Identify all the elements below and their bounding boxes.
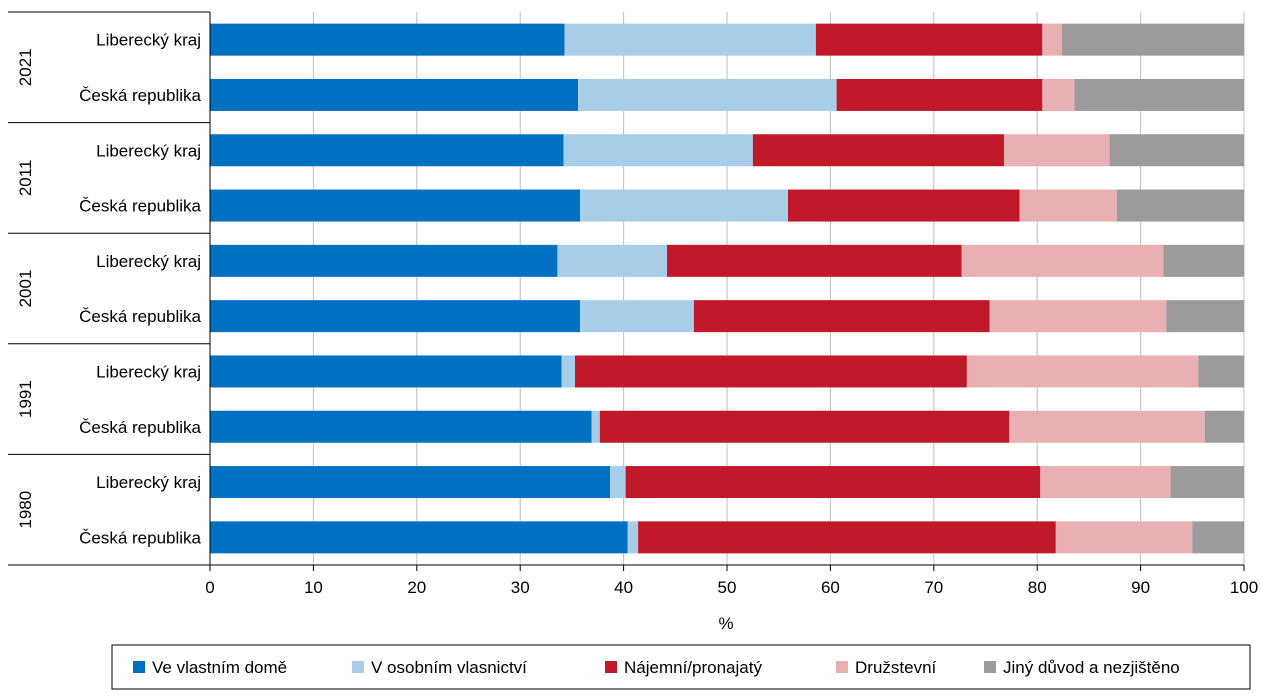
bar-segment — [625, 466, 1041, 499]
x-tick-label: 0 — [205, 578, 214, 597]
bar-segment — [210, 189, 581, 222]
group-label: 2001 — [16, 270, 35, 308]
bar-segment — [638, 521, 1056, 554]
x-tick-label: 50 — [718, 578, 737, 597]
bar-segment — [599, 410, 1010, 443]
bar-segment — [1192, 521, 1244, 554]
bar-segment — [836, 78, 1043, 111]
row-label: Česká republika — [79, 418, 201, 437]
bar-segment — [564, 23, 816, 56]
x-tick-label: 100 — [1230, 578, 1258, 597]
legend-label: V osobním vlasnictví — [371, 658, 527, 677]
bar-segment — [563, 134, 753, 167]
bar-segment — [1116, 189, 1244, 222]
legend-swatch — [352, 661, 364, 673]
bar-segment — [210, 78, 579, 111]
bar-segment — [1163, 244, 1244, 277]
bar-segment — [989, 300, 1167, 333]
bar-segment — [210, 134, 564, 167]
bar-segment — [1040, 466, 1171, 499]
bar-segment — [752, 134, 1005, 167]
legend-swatch — [605, 661, 617, 673]
bar-segment — [627, 521, 639, 554]
row-label: Česká republika — [79, 197, 201, 216]
bar-segment — [210, 466, 611, 499]
legend-label: Nájemní/pronajatý — [624, 658, 762, 677]
bar-segment — [561, 355, 576, 388]
group-label: 2011 — [16, 160, 35, 197]
bar-segment — [557, 244, 668, 277]
x-axis-title: % — [718, 614, 733, 633]
bar-segment — [667, 244, 962, 277]
x-tick-label: 20 — [407, 578, 426, 597]
x-tick-label: 60 — [821, 578, 840, 597]
x-tick-label: 80 — [1028, 578, 1047, 597]
row-label: Česká republika — [79, 307, 201, 326]
bar-segment — [1198, 355, 1244, 388]
bar-segment — [815, 23, 1043, 56]
bar-segment — [1166, 300, 1244, 333]
legend-swatch — [836, 661, 848, 673]
labels: 0 10 20 30 40 50 60 70 80 90 100 Liberecký kraj Česk… — [16, 31, 1258, 597]
bar-segment — [210, 521, 628, 554]
row-label: Liberecký kraj — [96, 141, 201, 160]
bar-segment — [1042, 23, 1063, 56]
bar-segment — [1004, 134, 1110, 167]
bar-segment — [1009, 410, 1205, 443]
bars — [210, 23, 1244, 554]
group-label: 2021 — [16, 48, 35, 86]
row-label: Česká republika — [79, 86, 201, 105]
bar-segment — [966, 355, 1199, 388]
bar-segment — [1170, 466, 1244, 499]
x-tick-label: 40 — [614, 578, 633, 597]
bar-segment — [610, 466, 626, 499]
x-tick-label: 90 — [1131, 578, 1150, 597]
bar-segment — [210, 300, 581, 333]
bar-segment — [1074, 78, 1244, 111]
bar-segment — [210, 355, 562, 388]
bar-segment — [1204, 410, 1244, 443]
row-label: Česká republika — [79, 528, 201, 547]
group-label: 1980 — [16, 491, 35, 529]
bar-segment — [1019, 189, 1117, 222]
x-tick-label: 70 — [924, 578, 943, 597]
bar-segment — [578, 78, 837, 111]
legend: Ve vlastním domě V osobním vlasnictví Náje… — [111, 644, 1251, 690]
bar-segment — [575, 355, 967, 388]
legend-box — [111, 644, 1251, 690]
bar-segment — [210, 244, 558, 277]
bar-segment — [1055, 521, 1193, 554]
row-label: Liberecký kraj — [96, 252, 201, 271]
bar-segment — [591, 410, 600, 443]
bar-segment — [788, 189, 1020, 222]
row-label: Liberecký kraj — [96, 362, 201, 381]
legend-label: Jiný důvod a nezjištěno — [1003, 658, 1180, 677]
row-label: Liberecký kraj — [96, 473, 201, 492]
legend-swatch — [133, 661, 145, 673]
bar-segment — [1042, 78, 1075, 111]
bar-segment — [580, 300, 694, 333]
axes — [8, 11, 1245, 571]
legend-label: Ve vlastním domě — [152, 658, 287, 677]
bar-segment — [693, 300, 990, 333]
bar-segment — [210, 410, 592, 443]
legend-label: Družstevní — [855, 658, 937, 677]
bar-segment — [961, 244, 1164, 277]
legend-swatch — [984, 661, 996, 673]
x-tick-label: 10 — [304, 578, 323, 597]
bar-segment — [210, 23, 565, 56]
bar-segment — [1109, 134, 1244, 167]
bar-segment — [580, 189, 789, 222]
group-label: 1991 — [16, 380, 35, 418]
row-label: Liberecký kraj — [96, 31, 201, 50]
bar-segment — [1062, 23, 1244, 56]
x-tick-label: 30 — [511, 578, 530, 597]
